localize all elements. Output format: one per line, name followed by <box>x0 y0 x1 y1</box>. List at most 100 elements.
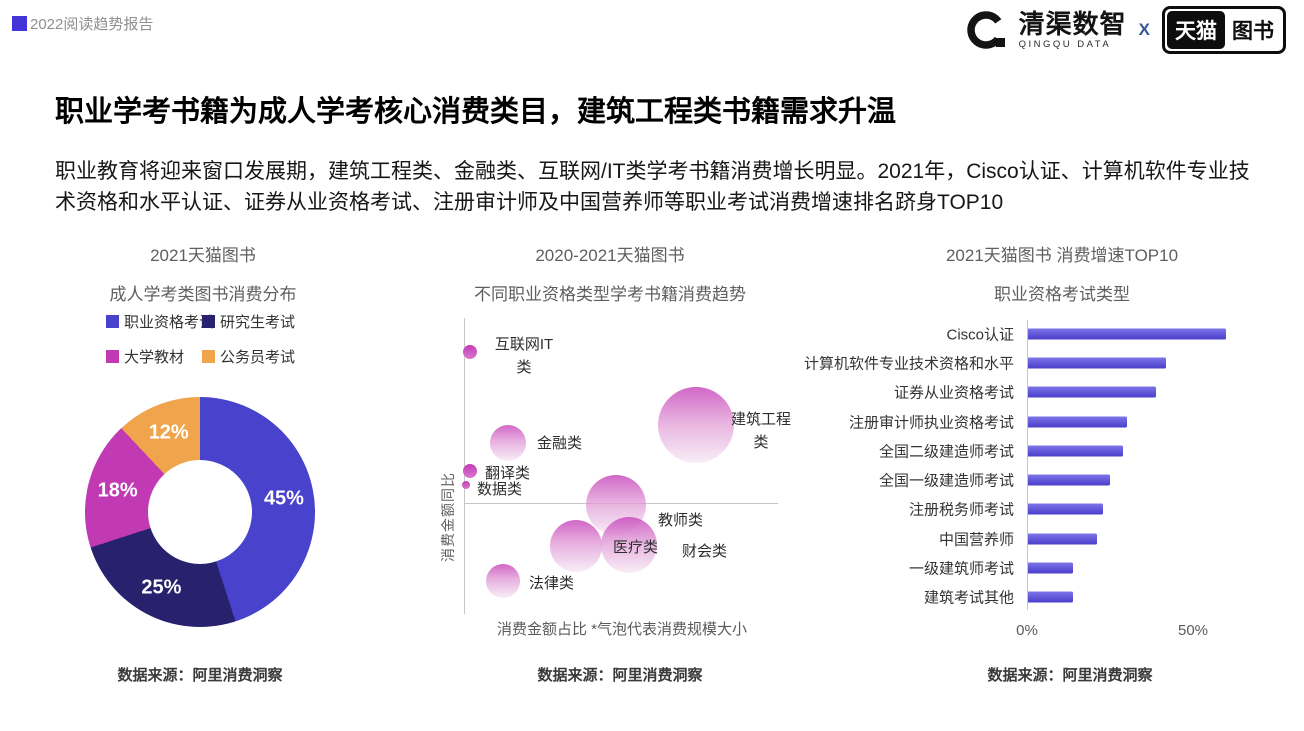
bubble-chart-subtitle: 不同职业资格类型学考书籍消费趋势 <box>474 285 746 304</box>
pie-chart-subtitle: 成人学考类图书消费分布 <box>109 285 297 304</box>
bubble-label: 建筑工程类 <box>730 411 791 451</box>
bar-label: 中国营养师 <box>938 531 1014 549</box>
y-axis-label: 消费金额同比 <box>440 472 456 562</box>
pie-legend: 职业资格考试 研究生考试大学教材 公务员考试 <box>106 311 295 367</box>
donut-chart: 45% 25% 18% 12% <box>85 397 315 627</box>
bar-label: 一级建筑师考试 <box>908 560 1014 578</box>
bar-chart-header: 2021天猫图书 消费增速TOP10 职业资格考试类型 <box>878 236 1246 314</box>
brand-subname: QINGQU DATA <box>1018 38 1112 50</box>
bar <box>1027 328 1227 340</box>
bar <box>1027 562 1074 574</box>
x-axis-label: 消费金额占比 *气泡代表消费规模大小 <box>496 621 747 638</box>
badge-books: 图书 <box>1232 20 1274 43</box>
bubble-label: 财会类 <box>682 543 728 560</box>
source-note-pie: 数据来源：阿里消费洞察 <box>117 667 283 684</box>
tag-square-icon <box>12 16 27 31</box>
qingqu-logo-icon <box>965 7 1011 53</box>
bar-label: 全国二级建造师考试 <box>878 443 1014 461</box>
legend-swatch <box>202 350 215 363</box>
bar-label: 计算机软件专业技术资格和水平 <box>803 355 1014 373</box>
bar-label: 注册审计师执业资格考试 <box>848 414 1014 432</box>
bar-label: 证券从业资格考试 <box>893 384 1014 402</box>
legend-swatch <box>106 350 119 363</box>
donut-slice-label: 12% <box>148 421 189 444</box>
bubble <box>490 425 526 461</box>
bar-row: 一级建筑师考试 <box>850 553 1295 582</box>
bar <box>1027 474 1110 486</box>
source-note-bar: 数据来源：阿里消费洞察 <box>987 667 1153 684</box>
source-note-bubble: 数据来源：阿里消费洞察 <box>537 667 703 684</box>
bar-label: 注册税务师考试 <box>908 501 1014 519</box>
bar <box>1027 357 1167 369</box>
bar-axis-line <box>1027 320 1028 610</box>
brand-logos: 清渠数智 QINGQU DATA X 天猫 图书 <box>965 6 1286 54</box>
bar-row: 中国营养师 <box>850 524 1295 553</box>
bubble-label: 翻译类 <box>485 465 531 482</box>
bubble <box>550 520 602 572</box>
bubble-label: 教师类 <box>658 512 704 529</box>
bubble <box>463 345 477 359</box>
bar-row: Cisco认证 <box>850 319 1295 348</box>
tmall-books-badge: 天猫 图书 <box>1162 6 1286 54</box>
bar-row: 注册税务师考试 <box>850 495 1295 524</box>
legend-label: 大学教材 <box>124 349 185 366</box>
bar-row: 建筑考试其他 <box>850 583 1295 612</box>
legend-label: 研究生考试 <box>220 314 296 331</box>
bubble <box>658 387 734 463</box>
brand-separator: X <box>1138 20 1150 39</box>
page-subtitle: 职业教育将迎来窗口发展期，建筑工程类、金融类、互联网/IT类学考书籍消费增长明显… <box>55 160 1250 214</box>
bar <box>1027 503 1104 515</box>
bar-row: 注册审计师执业资格考试 <box>848 407 1295 436</box>
legend-swatch <box>202 315 215 328</box>
legend-item: 公务员考试 <box>202 346 295 367</box>
bubble-chart-title: 2020-2021天猫图书 <box>535 246 685 265</box>
report-tagline: 2022阅读趋势报告 <box>12 13 153 34</box>
legend-item: 研究生考试 <box>202 311 295 332</box>
bar-chart-subtitle: 职业资格考试类型 <box>994 285 1130 304</box>
bubble-label: 金融类 <box>537 435 583 452</box>
bar <box>1027 591 1074 603</box>
bar <box>1027 533 1097 545</box>
bar-label: 全国一级建造师考试 <box>878 472 1014 490</box>
legend-item: 职业资格考试 <box>106 311 214 332</box>
bubble-chart: 消费金额同比 互联网IT 类金融类 翻译类 数据类 建筑工程类教师类 财会类 医疗类 法律类 … <box>440 315 791 645</box>
brand-name: 清渠数智 <box>1018 8 1127 39</box>
x-tick-50: 50% <box>1177 622 1209 639</box>
bubble <box>601 517 657 573</box>
pie-chart-title: 2021天猫图书 <box>150 246 256 265</box>
bar-row: 证券从业资格考试 <box>850 378 1295 407</box>
bubble-chart-header: 2020-2021天猫图书 不同职业资格类型学考书籍消费趋势 <box>445 236 775 314</box>
legend-swatch <box>106 315 119 328</box>
page-title: 职业学考书籍为成人学考核心消费类目，建筑工程类书籍需求升温 <box>55 96 897 128</box>
bubble-label: 互联网IT 类 <box>494 336 554 376</box>
legend-item: 大学教材 <box>106 346 202 367</box>
bar-row: 全国一级建造师考试 <box>850 465 1295 494</box>
bubble <box>462 481 470 489</box>
bar-rows: Cisco认证计算机软件专业技术资格和水平证券从业资格考试注册审计师执业资格考试… <box>804 319 1295 612</box>
bubble <box>486 564 520 598</box>
bar <box>1027 386 1157 398</box>
bar-label: 建筑考试其他 <box>923 589 1014 607</box>
brand-name-block: 清渠数智 QINGQU DATA <box>1019 11 1127 50</box>
bubble-label: 法律类 <box>529 575 575 592</box>
legend-label: 公务员考试 <box>220 349 296 366</box>
legend-label: 职业资格考试 <box>124 314 215 331</box>
bar <box>1027 416 1127 428</box>
tag-text: 2022阅读趋势报告 <box>30 16 154 33</box>
bar-row: 全国二级建造师考试 <box>850 436 1295 465</box>
bar <box>1027 445 1124 457</box>
bar-chart: Cisco认证计算机软件专业技术资格和水平证券从业资格考试注册审计师执业资格考试… <box>804 319 1295 649</box>
bar-label: Cisco认证 <box>946 326 1014 344</box>
donut-slice-label: 45% <box>263 487 304 510</box>
x-tick-0: 0% <box>1016 622 1038 639</box>
bar-chart-title: 2021天猫图书 消费增速TOP10 <box>945 246 1179 265</box>
pie-chart-header: 2021天猫图书 成人学考类图书消费分布 <box>58 236 348 314</box>
bubble <box>463 464 477 478</box>
bubble-label: 数据类 <box>477 481 523 498</box>
badge-tmall: 天猫 <box>1167 11 1225 49</box>
donut-slice-label: 25% <box>141 576 182 599</box>
bar-row: 计算机软件专业技术资格和水平 <box>804 348 1295 377</box>
donut-slice-label: 18% <box>97 479 138 502</box>
bubble-label: 医疗类 <box>613 539 659 556</box>
